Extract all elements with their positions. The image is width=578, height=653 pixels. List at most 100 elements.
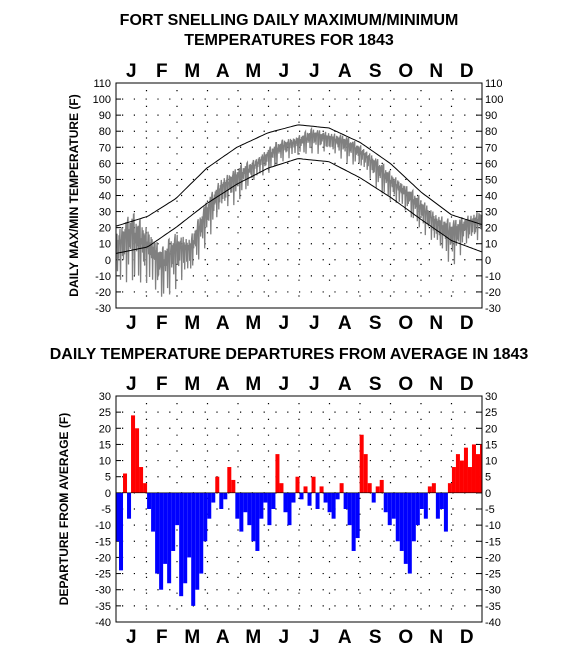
departure-bar <box>307 492 312 506</box>
chart-2-month-label-bottom: F <box>156 627 168 648</box>
chart-1-month-label-top: J <box>309 61 320 82</box>
chart-1-ytick-label-right: -20 <box>485 287 501 299</box>
departure-bar <box>439 492 444 509</box>
departure-bar <box>267 492 272 526</box>
departure-bar <box>195 492 200 590</box>
departure-bar <box>119 492 124 571</box>
chart-1-ytick-label-left: 100 <box>93 94 111 106</box>
average-max-series-line <box>116 124 482 227</box>
chart-2-ytick-label-right: 30 <box>485 391 497 403</box>
departure-bar <box>239 492 244 532</box>
chart-2-ytick-label-right: -35 <box>485 601 501 613</box>
chart-1-ytick-label-right: 20 <box>485 223 497 235</box>
chart-2-month-label-top: A <box>338 374 352 395</box>
departure-bar <box>303 486 308 493</box>
daily-max-min-series-line <box>115 126 483 297</box>
chart-1-ytick-label-left: 10 <box>99 239 111 251</box>
departure-bar <box>299 492 304 500</box>
departure-bar <box>179 492 184 597</box>
chart-1-month-label-top: A <box>216 61 230 82</box>
departure-bar <box>447 483 452 493</box>
departure-bar <box>339 483 344 493</box>
departure-bar <box>131 415 136 493</box>
departure-bar <box>407 492 412 574</box>
departure-bar <box>263 492 268 503</box>
chart-2-month-label-bottom: J <box>309 627 320 648</box>
departure-bar <box>455 454 460 493</box>
chart-2-ytick-label-right: 5 <box>485 472 491 484</box>
departure-bar <box>259 492 264 519</box>
chart-1-ytick-label-right: 100 <box>485 94 503 106</box>
departure-bar <box>323 492 328 503</box>
departure-bar <box>151 492 156 532</box>
chart-1-month-label-bottom: S <box>369 313 382 334</box>
departure-bar <box>191 492 196 606</box>
departure-bar <box>395 492 400 542</box>
departure-bar <box>215 476 220 493</box>
chart-2-ytick-label-left: 20 <box>99 423 111 435</box>
chart-2-ytick-label-right: 20 <box>485 423 497 435</box>
chart-1-month-label-top: S <box>369 61 382 82</box>
chart-1-title: FORT SNELLING DAILY MAXIMUM/MINIMUM TEMP… <box>0 11 578 51</box>
chart-1-title-line-2: TEMPERATURES FOR 1843 <box>184 32 394 49</box>
chart-1-ytick-label-right: 0 <box>485 255 491 267</box>
average-min-series-line <box>116 158 482 254</box>
departure-bar <box>431 483 436 493</box>
departure-bar <box>459 460 464 493</box>
chart-1-ytick-label-left: 70 <box>99 142 111 154</box>
chart-1-month-label-top: J <box>126 61 137 82</box>
departure-bar <box>203 492 208 542</box>
departure-bar <box>367 483 372 493</box>
departure-bar <box>159 492 164 590</box>
departure-bar <box>247 492 252 526</box>
departure-bar <box>351 492 356 551</box>
departure-bar <box>387 492 392 526</box>
chart-2-month-label-top: J <box>126 374 137 395</box>
chart-2-month-label-bottom: A <box>338 627 352 648</box>
chart-1-month-label-bottom: A <box>338 313 352 334</box>
chart-2-month-label-bottom: M <box>245 627 261 648</box>
departure-bar <box>375 486 380 493</box>
chart-2-month-label-top: M <box>184 374 200 395</box>
chart-2-ytick-label-left: -10 <box>95 520 111 532</box>
departure-bar <box>223 492 228 500</box>
chart-2-title: DAILY TEMPERATURE DEPARTURES FROM AVERAG… <box>49 346 529 363</box>
chart-2-ytick-label-right: -20 <box>485 552 501 564</box>
departure-bar <box>423 492 428 519</box>
chart-1-ytick-label-left: -30 <box>95 303 111 315</box>
chart-1-month-label-top: J <box>278 61 289 82</box>
chart-1-ytick-label-left: 60 <box>99 158 111 170</box>
chart-2-month-label-top: J <box>309 374 320 395</box>
chart-1-month-label-top: A <box>338 61 352 82</box>
departure-bar <box>183 492 188 584</box>
chart-1-ytick-label-left: -10 <box>95 271 111 283</box>
departure-bar <box>327 492 332 513</box>
departure-bar <box>475 454 480 493</box>
chart-2-month-label-bottom: S <box>369 627 382 648</box>
chart-1-ytick-label-left: 30 <box>99 207 111 219</box>
chart-2-ytick-label-left: -20 <box>95 552 111 564</box>
chart-2-ytick-label-right: -5 <box>485 504 495 516</box>
chart-1-ytick-label-left: 20 <box>99 223 111 235</box>
departure-bar <box>331 492 336 519</box>
departure-bar <box>167 492 172 584</box>
chart-1-ytick-label-left: 80 <box>99 126 111 138</box>
chart-2-ytick-label-left: -15 <box>95 536 111 548</box>
chart-2-month-label-bottom: J <box>126 627 137 648</box>
departure-bar <box>359 434 364 493</box>
chart-2-month-label-bottom: J <box>278 627 289 648</box>
departure-bar <box>415 492 420 526</box>
departure-bar <box>271 492 276 509</box>
departure-bar <box>343 492 348 509</box>
departure-bar <box>467 467 472 493</box>
chart-1-ytick-label-left: 50 <box>99 174 111 186</box>
chart-2-month-label-top: D <box>460 374 474 395</box>
departure-bar <box>347 492 352 526</box>
departure-bar <box>295 476 300 493</box>
chart-2-ytick-label-left: -30 <box>95 585 111 597</box>
departure-bar <box>463 447 468 493</box>
departure-bar <box>311 476 316 493</box>
chart-1-ytick-label-right: 30 <box>485 207 497 219</box>
chart-1-ytick-label-right: 10 <box>485 239 497 251</box>
chart-1-month-label-top: F <box>156 61 168 82</box>
